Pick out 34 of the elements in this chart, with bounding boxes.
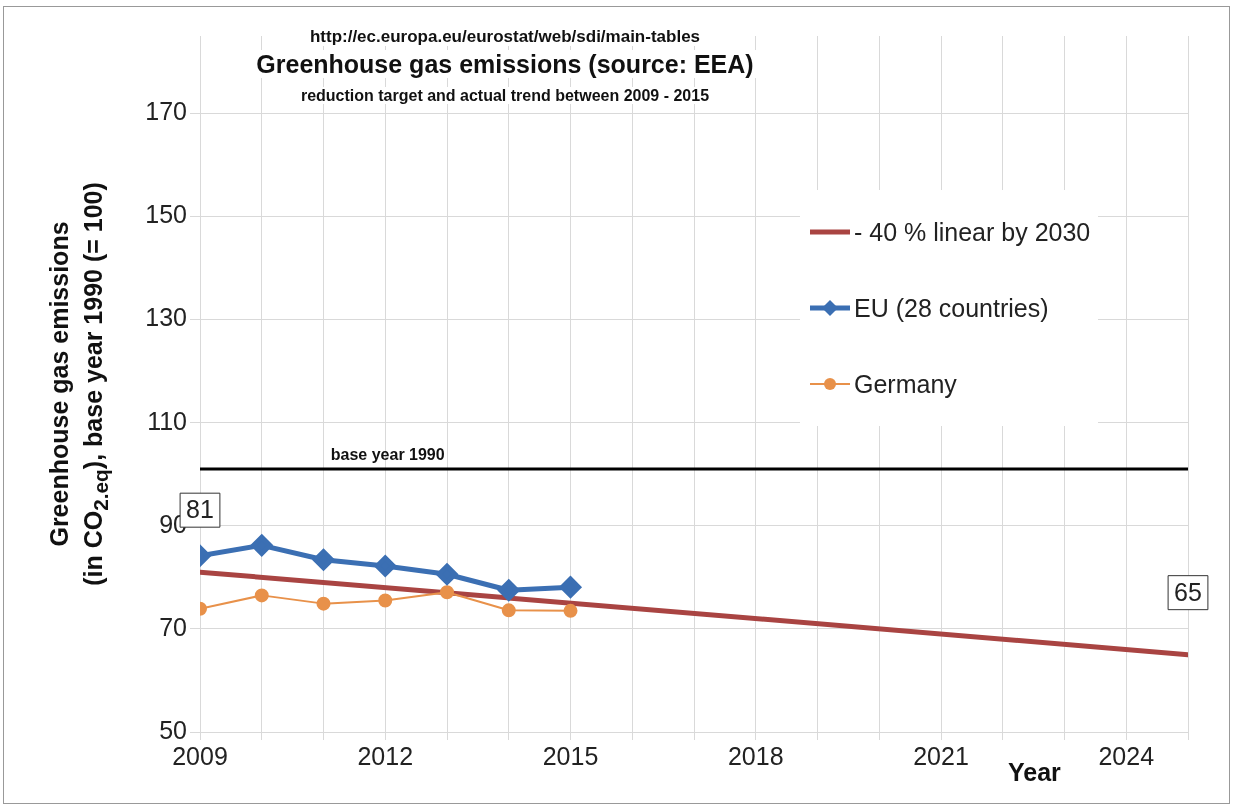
x-tick-label: 2015 (542, 741, 599, 770)
point (563, 603, 578, 618)
point (316, 596, 331, 611)
y-tick-label: 170 (145, 97, 187, 126)
point (560, 576, 581, 598)
y-tick-label: 70 (159, 612, 187, 641)
legend-label: - 40 % linear by 2030 (854, 217, 1091, 247)
x-tick-label: 2024 (1098, 741, 1155, 770)
y-tick-label: 150 (145, 200, 187, 229)
x-tick-label: 2021 (913, 741, 969, 770)
x-axis-title: Year (1008, 758, 1061, 787)
legend-label: EU (28 countries) (854, 293, 1049, 323)
point (378, 593, 393, 608)
y-tick-label: 50 (159, 715, 187, 744)
point (501, 603, 516, 618)
x-tick-label: 2009 (172, 741, 228, 770)
legend-label: Germany (854, 369, 957, 399)
point (254, 588, 269, 603)
point (251, 534, 273, 556)
x-tick-label: 2012 (357, 741, 414, 770)
point (498, 579, 520, 601)
x-tick-label: 2018 (727, 741, 784, 770)
point (313, 549, 334, 571)
ref-line-label: base year 1990 (330, 446, 445, 464)
y-tick-label: 130 (145, 303, 187, 332)
annotation: http://ec.europa.eu/eurostat/web/sdi/main-tables (303, 27, 707, 46)
data-label: 81 (186, 495, 214, 524)
y-tick-label: 110 (147, 406, 187, 435)
point (436, 563, 458, 585)
point (440, 585, 454, 600)
text: reduction target and actual trend between 2009 - 2015 (294, 87, 716, 104)
data-label: 65 (1174, 577, 1202, 606)
point (374, 555, 396, 577)
text: Greenhouse gas emissions (source: EEA) (250, 50, 760, 78)
